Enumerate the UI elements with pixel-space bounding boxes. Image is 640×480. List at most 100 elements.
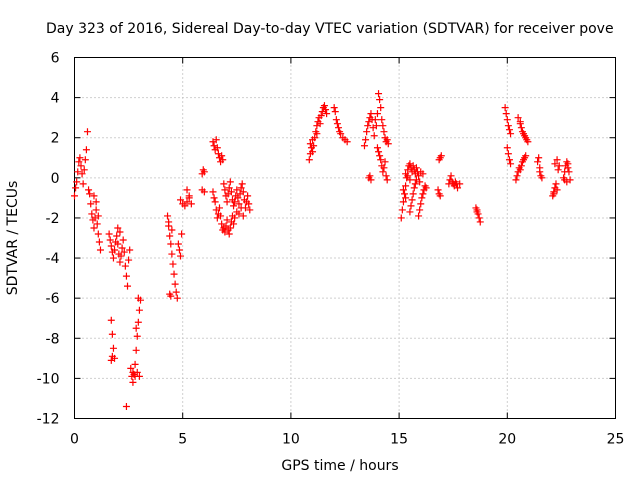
y-tick-label: -8: [46, 331, 60, 347]
data-point: [534, 158, 542, 166]
data-point: [215, 204, 223, 212]
data-point: [418, 194, 426, 202]
data-point: [434, 186, 442, 194]
x-tick-label: 20: [498, 432, 516, 448]
data-point: [233, 186, 241, 194]
data-point: [187, 200, 195, 208]
x-tick-label: 10: [282, 432, 300, 448]
data-point: [105, 230, 113, 238]
data-point: [335, 124, 343, 132]
data-point: [133, 368, 141, 376]
data-point: [535, 154, 543, 162]
data-point: [217, 212, 225, 220]
data-point: [165, 218, 173, 226]
data-point: [94, 212, 102, 220]
data-point: [114, 224, 122, 232]
data-point: [218, 152, 226, 160]
data-point: [475, 214, 483, 222]
data-point: [408, 196, 416, 204]
data-point: [244, 192, 252, 200]
data-point: [85, 186, 93, 194]
data-point: [106, 236, 114, 244]
grid-lines: [74, 57, 616, 419]
data-point: [380, 128, 388, 136]
data-point: [200, 168, 208, 176]
data-point: [231, 214, 239, 222]
data-point: [375, 148, 383, 156]
data-point: [415, 212, 423, 220]
data-point: [476, 218, 484, 226]
data-point: [362, 136, 370, 144]
data-point: [367, 176, 375, 184]
data-point: [565, 168, 573, 176]
data-point: [377, 104, 385, 112]
data-point: [322, 106, 330, 114]
data-point: [237, 184, 245, 192]
data-point: [309, 148, 317, 156]
data-point: [456, 180, 464, 188]
data-point: [503, 144, 511, 152]
data-point: [436, 192, 444, 200]
data-point: [95, 238, 103, 246]
data-point: [230, 202, 238, 210]
data-point: [222, 222, 230, 230]
y-tick-label: -2: [46, 211, 60, 227]
data-point: [174, 240, 182, 248]
data-point: [88, 210, 96, 218]
data-point: [173, 294, 181, 302]
data-point: [113, 232, 121, 240]
data-point: [306, 140, 314, 148]
data-point: [129, 378, 137, 386]
data-point: [231, 198, 239, 206]
data-point: [178, 230, 186, 238]
data-point: [245, 200, 253, 208]
data-point: [404, 172, 412, 180]
data-point: [87, 200, 95, 208]
data-point: [553, 186, 561, 194]
data-point: [473, 208, 481, 216]
data-point: [219, 156, 227, 164]
data-point: [337, 130, 345, 138]
data-point: [200, 188, 208, 196]
data-point: [72, 184, 80, 192]
data-point: [239, 188, 247, 196]
data-point: [398, 206, 406, 214]
data-point: [382, 172, 390, 180]
data-point: [92, 198, 100, 206]
data-point: [135, 306, 143, 314]
data-point: [411, 180, 419, 188]
data-point: [210, 194, 218, 202]
data-point: [555, 162, 563, 170]
data-point: [73, 178, 81, 186]
data-point: [505, 126, 513, 134]
data-point: [175, 246, 183, 254]
data-point: [223, 216, 231, 224]
y-axis-label: SDTVAR / TECUs: [5, 181, 21, 296]
data-point: [401, 190, 409, 198]
data-point: [114, 240, 122, 248]
data-point: [409, 190, 417, 198]
data-point: [399, 198, 407, 206]
data-point: [93, 220, 101, 228]
data-point: [133, 332, 141, 340]
data-point: [108, 352, 116, 360]
data-point: [417, 200, 425, 208]
data-point: [522, 152, 530, 160]
data-point: [225, 184, 233, 192]
data-point: [234, 194, 242, 202]
data-point: [226, 178, 234, 186]
data-point: [311, 134, 319, 142]
data-point: [435, 156, 443, 164]
data-point: [402, 182, 410, 190]
x-tick-label: 15: [390, 432, 408, 448]
data-point: [213, 144, 221, 152]
data-point: [505, 156, 513, 164]
y-tick-label: 2: [51, 131, 60, 147]
data-point: [82, 146, 90, 154]
data-point: [168, 250, 176, 258]
data-point: [172, 288, 180, 296]
data-point: [171, 280, 179, 288]
data-point: [407, 202, 415, 210]
data-point: [107, 316, 115, 324]
data-point: [164, 212, 172, 220]
